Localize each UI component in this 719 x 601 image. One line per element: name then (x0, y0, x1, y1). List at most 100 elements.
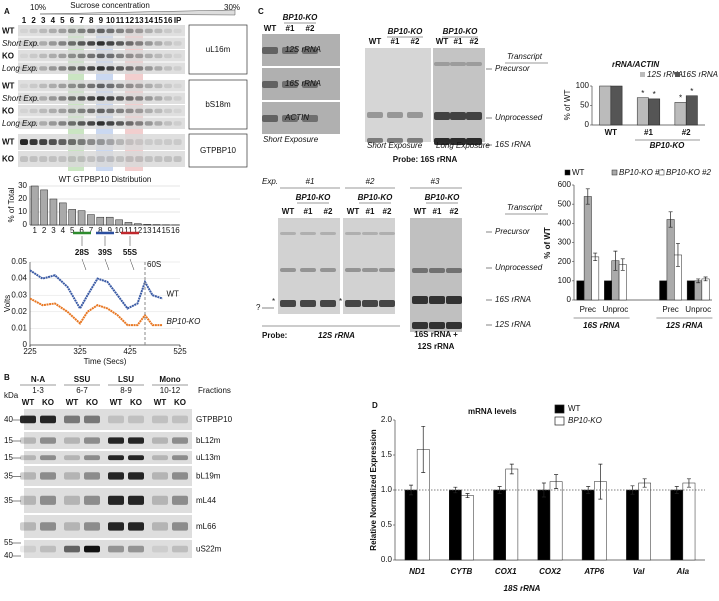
lane-label: KO (130, 398, 142, 407)
axis-label: % of WT (543, 227, 552, 259)
bar (116, 220, 123, 225)
blot-band (108, 416, 124, 424)
axis-label: Relative Normalized Expression (369, 429, 378, 550)
blot-band (97, 54, 105, 58)
blot-band (126, 121, 134, 125)
blot-band (87, 84, 95, 88)
blot-band (58, 41, 66, 45)
label: Short Exposure (367, 141, 423, 150)
blot-band (84, 437, 100, 443)
gel-band (446, 296, 462, 304)
blot-band (84, 472, 100, 479)
bar (69, 209, 76, 225)
blot-band (49, 41, 57, 45)
fraction-label: 12 (125, 16, 134, 25)
x-tick-label: Prec (580, 305, 596, 314)
bar (667, 220, 674, 301)
blot-band (164, 54, 172, 58)
gel-band (262, 115, 278, 122)
blot-band (174, 54, 182, 58)
label: Fractions (198, 386, 231, 395)
y-tick-label: 200 (558, 257, 572, 266)
lane-label: #1 (304, 207, 313, 216)
legend-label: 16S rRNA (682, 70, 718, 79)
blot-band (68, 84, 76, 88)
blot-band (106, 66, 114, 70)
y-tick-label: 2.0 (381, 415, 393, 424)
blot-band (116, 66, 124, 70)
blot-band (128, 522, 144, 530)
gel-band (434, 62, 450, 66)
blot-band (174, 156, 182, 162)
blot-band (20, 139, 28, 145)
blot-band (154, 121, 162, 125)
label: Transcript (507, 203, 543, 212)
band-label: 16S rRNA (285, 79, 321, 88)
blot-band (78, 84, 86, 88)
y-tick-label: 0 (567, 295, 572, 304)
blot-band (145, 29, 153, 33)
chart-title: mRNA levels (468, 407, 517, 416)
y-tick-label: 0 (23, 220, 28, 229)
blot-band (128, 416, 144, 424)
blot-band (87, 121, 95, 125)
label: 12S rRNA (318, 331, 355, 340)
bar (538, 490, 550, 560)
bar (702, 279, 709, 300)
x-tick-label: 16 (171, 226, 180, 235)
group-label: Mono (159, 375, 180, 384)
marker-label: 12S rRNA (495, 320, 531, 329)
fraction-label: 11 (116, 16, 125, 25)
blot-band (128, 472, 144, 479)
group-label: LSU (118, 375, 134, 384)
bar (87, 215, 94, 225)
significance: * (690, 87, 693, 96)
blot-band (58, 96, 66, 100)
y-tick-label: 0.03 (11, 290, 27, 299)
x-tick-label: 325 (73, 347, 87, 356)
blot-band (135, 66, 143, 70)
gel-band (434, 112, 450, 120)
lane-label: #2 (306, 24, 315, 33)
group-label: BP10-KO (443, 27, 478, 36)
gel-band (407, 112, 423, 118)
blot-band (164, 156, 172, 162)
x-tick-label: 15 (161, 226, 170, 235)
band-label: ACTIN (284, 113, 309, 122)
axis-label: Volts (3, 295, 12, 312)
blot-band (145, 156, 153, 162)
x-tick-label: ATP6 (583, 567, 604, 576)
blot-band (97, 84, 105, 88)
blot-band (174, 139, 182, 145)
x-tick-label: 14 (152, 226, 161, 235)
fraction-label: 3 (41, 16, 46, 25)
blot-band (40, 472, 56, 479)
blot-band (152, 546, 168, 553)
blot-name: GTPBP10 (200, 146, 237, 155)
blot-band (58, 139, 66, 145)
x-tick-label: 4 (61, 226, 66, 235)
blot-band (39, 66, 47, 70)
y-tick-label: 30 (18, 181, 27, 190)
gel-band (367, 112, 383, 118)
blot-band (152, 496, 168, 505)
blot-band (97, 109, 105, 113)
group-label: BP10-KO (650, 141, 685, 150)
x-tick-label: 525 (173, 347, 187, 356)
blot-band (106, 54, 114, 58)
blot-band (145, 41, 153, 45)
blot-band (30, 54, 38, 58)
blot-band (58, 109, 66, 113)
label: kDa (4, 391, 19, 400)
row-label: KO (2, 106, 14, 115)
legend-label: WT (167, 290, 180, 299)
x-tick-label: Ala (676, 567, 690, 576)
blot-band (20, 546, 36, 553)
blot-band (84, 546, 100, 553)
gel-band (300, 268, 316, 272)
fraction-label: 6 (70, 16, 75, 25)
lane-label: KO (86, 398, 98, 407)
row-label: WT (2, 26, 15, 35)
blot-band (97, 29, 105, 33)
fraction-label: 10 (106, 16, 115, 25)
